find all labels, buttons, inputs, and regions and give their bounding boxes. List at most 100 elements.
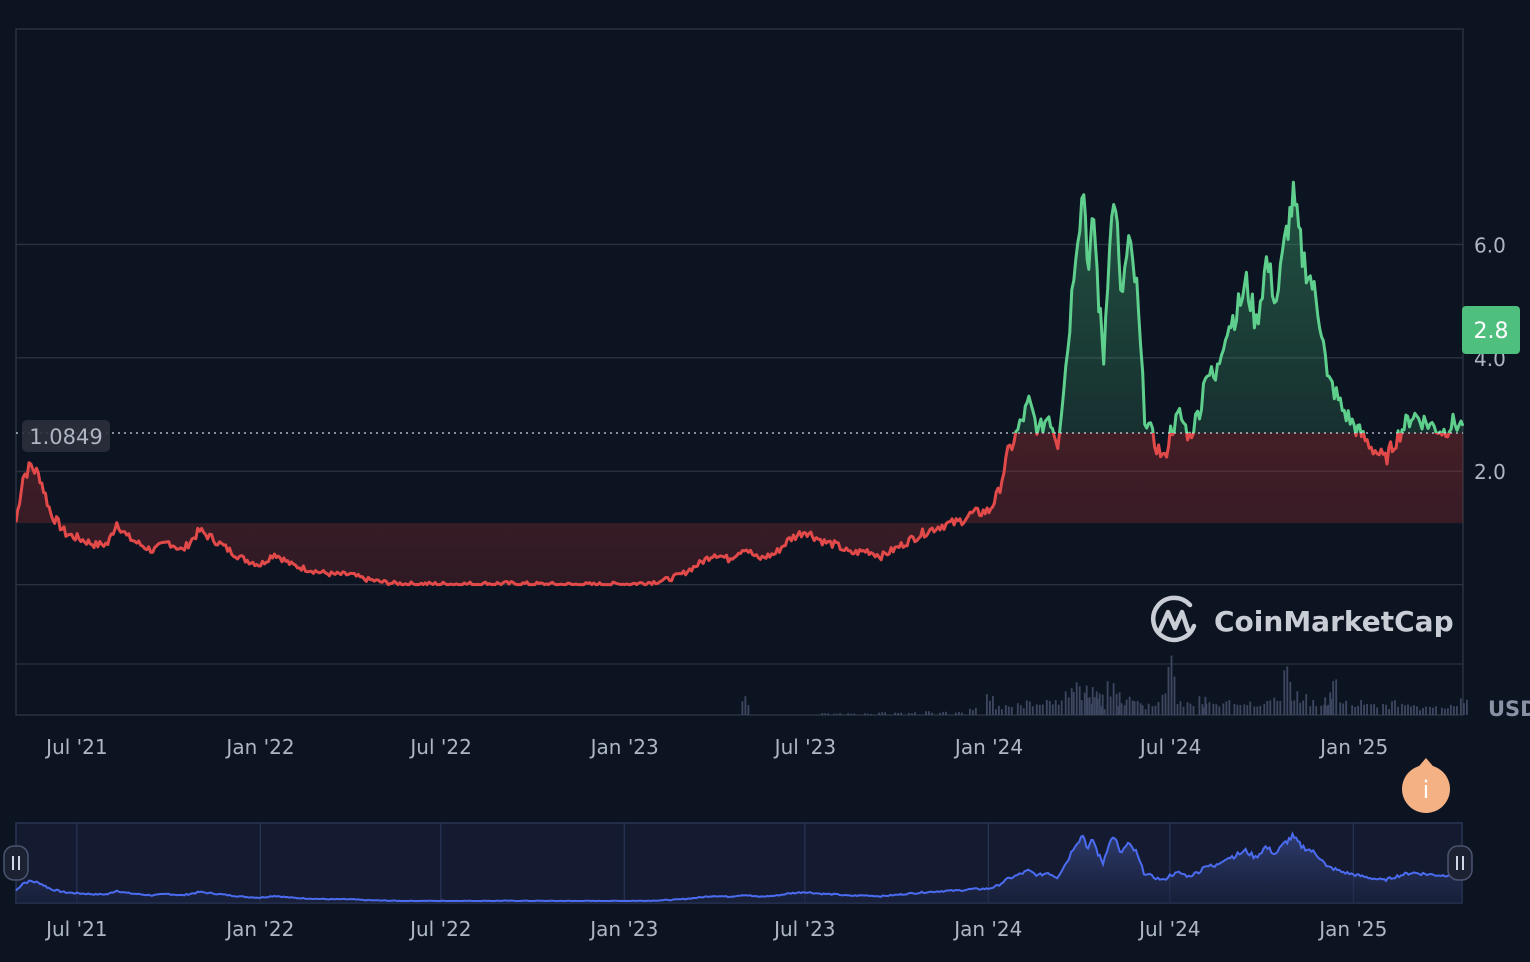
volume-bar — [1263, 703, 1266, 715]
volume-bar — [1309, 706, 1312, 715]
volume-bar — [1109, 696, 1112, 715]
volume-bar — [1366, 704, 1368, 715]
volume-bar — [972, 710, 974, 715]
volume-bar — [1151, 706, 1154, 715]
volume-bar — [1286, 666, 1289, 715]
navigator-right-handle[interactable] — [1447, 845, 1473, 881]
volume-bar — [1112, 683, 1115, 715]
y-axis: 6.04.02.0 — [1474, 233, 1506, 484]
x-tick-label: Jul '22 — [408, 735, 471, 759]
volume-bar — [945, 711, 947, 715]
volume-bar — [897, 713, 899, 715]
volume-bar — [741, 701, 744, 715]
volume-bar — [1186, 702, 1189, 715]
volume-bar — [1460, 698, 1462, 715]
range-navigator[interactable] — [3, 822, 1473, 904]
volume-bar — [836, 713, 839, 715]
volume-bar — [931, 712, 933, 715]
x-tick-label: Jul '23 — [773, 735, 836, 759]
volume-bar — [1243, 704, 1246, 715]
volume-bar — [1312, 700, 1315, 715]
volume-bar — [1176, 704, 1179, 715]
volume-bar — [1157, 702, 1160, 715]
volume-bar — [1246, 705, 1249, 715]
volume-bar — [1332, 681, 1335, 715]
volume-bar — [1136, 700, 1139, 715]
volume-bar — [1447, 708, 1449, 715]
volume-bars — [741, 655, 1468, 715]
volume-bar — [1100, 706, 1103, 715]
volume-bar — [1279, 700, 1282, 715]
volume-bar — [1115, 693, 1118, 715]
volume-bar — [1302, 700, 1305, 715]
series-line-up — [1014, 180, 1464, 433]
navigator-area — [15, 831, 1463, 903]
volume-bar — [1385, 704, 1387, 715]
volume-bar — [1233, 704, 1236, 715]
volume-bar — [1064, 691, 1067, 715]
volume-bar — [1075, 682, 1078, 715]
volume-bar — [1425, 706, 1427, 715]
volume-bar — [870, 714, 872, 715]
volume-bar — [1444, 708, 1446, 715]
watermark-text: CoinMarketCap — [1214, 605, 1454, 638]
volume-bar — [1205, 703, 1208, 715]
volume-bar — [928, 711, 930, 715]
volume-bar — [1101, 694, 1104, 715]
volume-bar — [1120, 703, 1123, 715]
volume-bar — [1025, 700, 1028, 715]
navigator-x-tick-label: Jul '23 — [772, 917, 835, 941]
volume-bar — [878, 712, 880, 715]
coinmarketcap-logo-icon — [1151, 595, 1197, 643]
volume-bar — [1192, 706, 1195, 715]
volume-bar — [1363, 704, 1365, 715]
x-tick-label: Jul '24 — [1138, 735, 1201, 759]
volume-bar — [958, 712, 960, 715]
volume-bar — [1144, 709, 1147, 715]
volume-bar — [975, 707, 977, 715]
volume-bar — [1404, 705, 1406, 715]
navigator-left-handle[interactable] — [3, 845, 29, 881]
volume-bar — [1290, 700, 1293, 715]
volume-bar — [1453, 706, 1455, 715]
volume-bar — [1093, 697, 1096, 715]
navigator-x-labels: Jul '21 Jan '22 Jul '22 Jan '23 Jul '23 Jan '… — [44, 917, 1387, 941]
current-price-badge: 2.8 — [1462, 306, 1520, 354]
x-tick-label: Jan '24 — [953, 735, 1023, 759]
volume-bar — [1276, 700, 1279, 715]
volume-bar — [1239, 705, 1242, 715]
price-line — [16, 180, 1464, 587]
currency-label: USD — [1488, 697, 1530, 721]
x-tick-label: Jan '23 — [589, 735, 659, 759]
navigator-line — [15, 831, 1463, 903]
volume-bar — [1182, 706, 1185, 715]
volume-bar — [824, 713, 827, 715]
volume-bar — [1038, 704, 1041, 715]
volume-bar — [1041, 704, 1044, 715]
volume-bar — [1456, 706, 1458, 715]
volume-bar — [1198, 696, 1201, 715]
volume-bar — [908, 713, 910, 715]
volume-bar — [1131, 700, 1134, 715]
volume-bar — [1225, 701, 1228, 715]
volume-bar — [1118, 692, 1121, 715]
volume-bar — [821, 713, 824, 715]
volume-bar — [1154, 705, 1157, 715]
volume-bar — [1078, 686, 1081, 715]
volume-bar — [1201, 704, 1204, 715]
volume-bar — [1351, 705, 1353, 715]
series-line-down — [16, 433, 1451, 587]
volume-bar — [1057, 704, 1060, 715]
volume-bar — [1147, 703, 1150, 715]
volume-bar — [1106, 681, 1109, 715]
volume-bar — [1112, 700, 1115, 715]
volume-bar — [1139, 703, 1142, 715]
volume-bar — [961, 712, 963, 715]
volume-bar — [1441, 707, 1443, 715]
current-price-text: 2.8 — [1474, 319, 1509, 344]
volume-bar — [1141, 705, 1144, 715]
volume-bar — [1342, 703, 1345, 715]
info-button[interactable]: i — [1402, 758, 1450, 813]
volume-bar — [995, 709, 997, 715]
volume-bar — [1416, 706, 1418, 715]
